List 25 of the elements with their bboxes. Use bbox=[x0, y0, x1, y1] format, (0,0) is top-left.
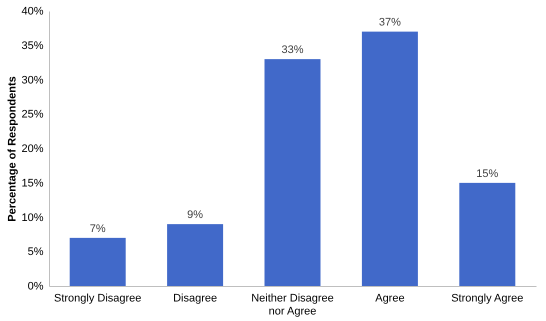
data-label: 15% bbox=[476, 168, 499, 180]
y-tick-label: 30% bbox=[21, 74, 44, 86]
data-label: 37% bbox=[378, 16, 402, 29]
y-tick-label: 25% bbox=[21, 108, 44, 121]
bar bbox=[70, 238, 126, 286]
y-axis-title: Percentage of Respondents bbox=[6, 76, 18, 222]
data-label: 9% bbox=[187, 209, 204, 222]
x-tick-label: Strongly Agree bbox=[451, 292, 524, 304]
y-tick-label: 35% bbox=[21, 40, 44, 52]
bar bbox=[362, 32, 418, 286]
x-tick-label: Neither Disagree nor Agree bbox=[251, 292, 334, 318]
y-tick-label: 40% bbox=[21, 6, 44, 18]
y-tick-label: 10% bbox=[21, 212, 44, 224]
y-tick-label: 20% bbox=[21, 143, 44, 155]
x-tick-label: Strongly Disagree bbox=[54, 292, 142, 304]
data-label: 33% bbox=[281, 44, 304, 56]
y-tick-label: 15% bbox=[21, 177, 44, 190]
bar bbox=[264, 59, 320, 286]
y-tick-label: 5% bbox=[28, 246, 44, 258]
y-tick-label: 0% bbox=[28, 280, 44, 292]
x-tick-label: Agree bbox=[375, 292, 405, 304]
x-tick-label: Disagree bbox=[173, 292, 218, 304]
data-label: 7% bbox=[90, 222, 106, 235]
bar bbox=[459, 182, 516, 286]
bar bbox=[167, 224, 224, 286]
